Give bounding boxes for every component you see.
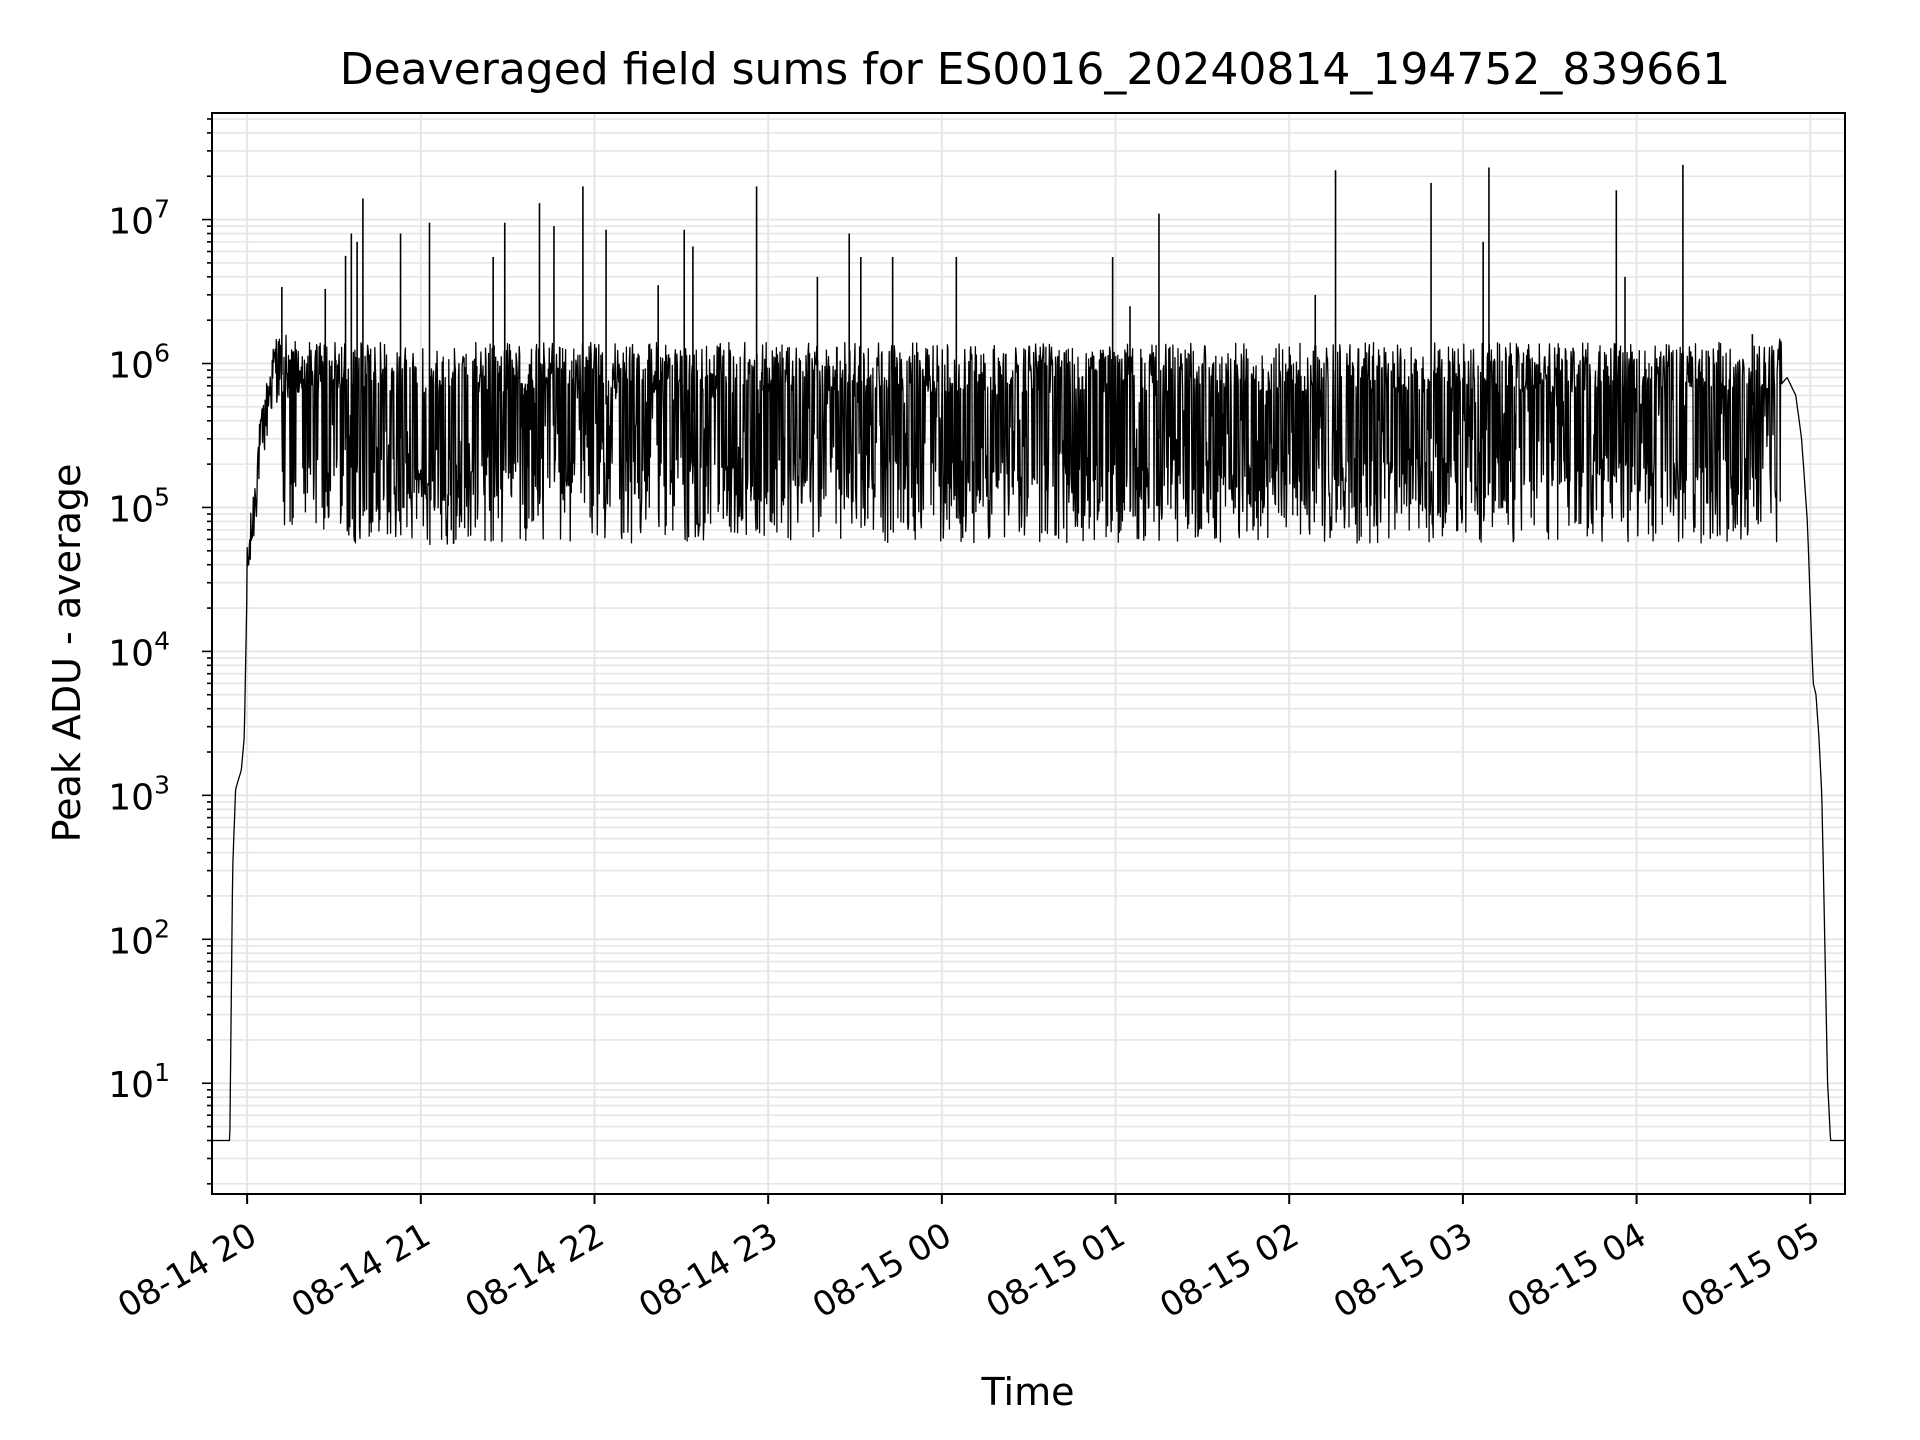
y-tick-label: 107 bbox=[108, 195, 170, 243]
y-tick-label: 104 bbox=[108, 626, 170, 674]
y-tick-label: 106 bbox=[108, 339, 170, 387]
series-line bbox=[211, 334, 1846, 1142]
y-tick-label: 102 bbox=[108, 914, 170, 962]
y-tick-label: 101 bbox=[108, 1058, 170, 1106]
axes-frame bbox=[211, 112, 1846, 1195]
y-axis: 101 102 103 104 105 106 107 bbox=[108, 118, 212, 1185]
y-tick-label: 105 bbox=[108, 482, 170, 530]
y-tick-label: 103 bbox=[108, 770, 170, 818]
grid bbox=[212, 113, 1845, 1194]
chart-title: Deaveraged field sums for ES0016_2024081… bbox=[340, 44, 1731, 95]
y-axis-label: Peak ADU - average bbox=[45, 464, 89, 843]
plot-area bbox=[211, 164, 1846, 1142]
x-axis-label: Time bbox=[981, 1370, 1075, 1414]
